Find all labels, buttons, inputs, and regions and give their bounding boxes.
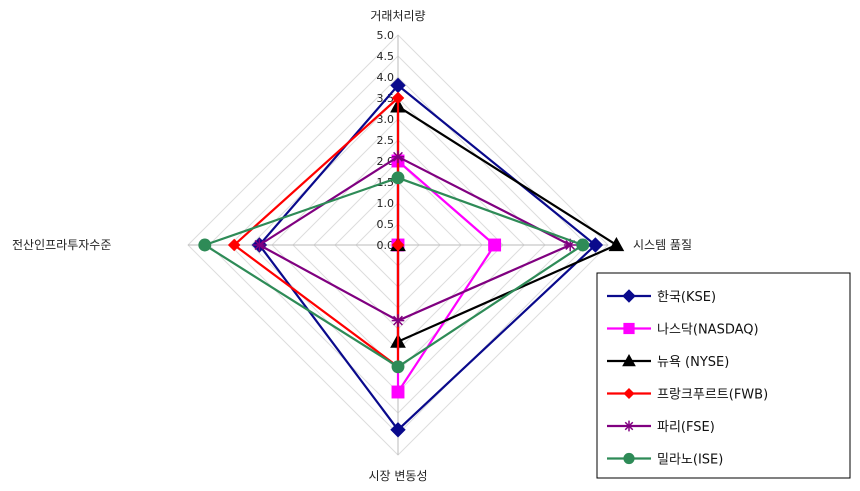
- legend-label: 파리(FSE): [657, 420, 715, 435]
- tick-label: 1.0: [377, 197, 395, 210]
- axis-label-left: 전산인프라투자수준: [12, 238, 111, 252]
- data-point: [622, 353, 636, 367]
- axis-labels: 거래처리량 시스템 품질 시장 변동성 전산인프라투자수준: [12, 9, 692, 483]
- data-point: [391, 91, 405, 105]
- radial-tick-labels: 0.00.51.01.52.02.53.03.54.04.55.0: [377, 29, 395, 252]
- data-point: [576, 238, 590, 252]
- series-2: [390, 98, 625, 348]
- legend-label: 한국(KSE): [657, 290, 716, 305]
- series-0: [251, 77, 604, 438]
- legend-label: 나스닥(NASDAQ): [657, 323, 759, 338]
- legend-box: [596, 272, 851, 479]
- data-point: [391, 171, 405, 185]
- legend: 한국(KSE) 나스닥(NASDAQ) 뉴욕 (NYSE) 프랑크푸르트(FWB) 파리…: [596, 272, 851, 479]
- legend-item: 파리(FSE): [607, 420, 715, 435]
- data-point: [253, 238, 266, 252]
- axis-label-top: 거래처리량: [370, 9, 425, 23]
- data-point: [587, 237, 604, 253]
- tick-label: 4.5: [377, 50, 395, 63]
- legend-label: 뉴욕 (NYSE): [657, 355, 729, 370]
- data-point: [390, 422, 406, 438]
- legend-item: 프랑크푸르트(FWB): [607, 388, 768, 403]
- legend-item: 뉴욕 (NYSE): [607, 353, 729, 370]
- data-point: [623, 452, 635, 465]
- tick-label: 0.5: [377, 218, 395, 231]
- legend-item: 밀라노(ISE): [607, 453, 723, 468]
- data-point: [391, 150, 405, 164]
- tick-label: 3.0: [377, 113, 395, 126]
- series-layer: [198, 77, 625, 438]
- data-point: [391, 314, 405, 327]
- tick-label: 0.0: [377, 239, 395, 252]
- legend-label: 프랑크푸르트(FWB): [657, 388, 768, 403]
- tick-label: 5.0: [377, 29, 395, 42]
- data-point: [391, 360, 405, 374]
- series-5: [198, 171, 590, 374]
- axis-label-bottom: 시장 변동성: [368, 469, 427, 483]
- data-point: [623, 420, 635, 432]
- data-point: [391, 385, 405, 399]
- data-point: [227, 238, 241, 252]
- data-point: [623, 387, 635, 400]
- tick-label: 4.0: [377, 71, 395, 84]
- data-point: [608, 236, 625, 252]
- data-point: [488, 238, 502, 252]
- legend-item: 나스닥(NASDAQ): [607, 323, 759, 338]
- legend-item: 한국(KSE): [607, 289, 716, 305]
- data-point: [622, 289, 636, 303]
- tick-label: 2.0: [377, 155, 395, 168]
- axis-label-right: 시스템 품질: [633, 238, 692, 252]
- data-point: [391, 238, 405, 252]
- tick-label: 2.5: [377, 134, 395, 147]
- data-point: [623, 322, 635, 335]
- legend-label: 밀라노(ISE): [657, 453, 723, 468]
- data-point: [198, 238, 212, 252]
